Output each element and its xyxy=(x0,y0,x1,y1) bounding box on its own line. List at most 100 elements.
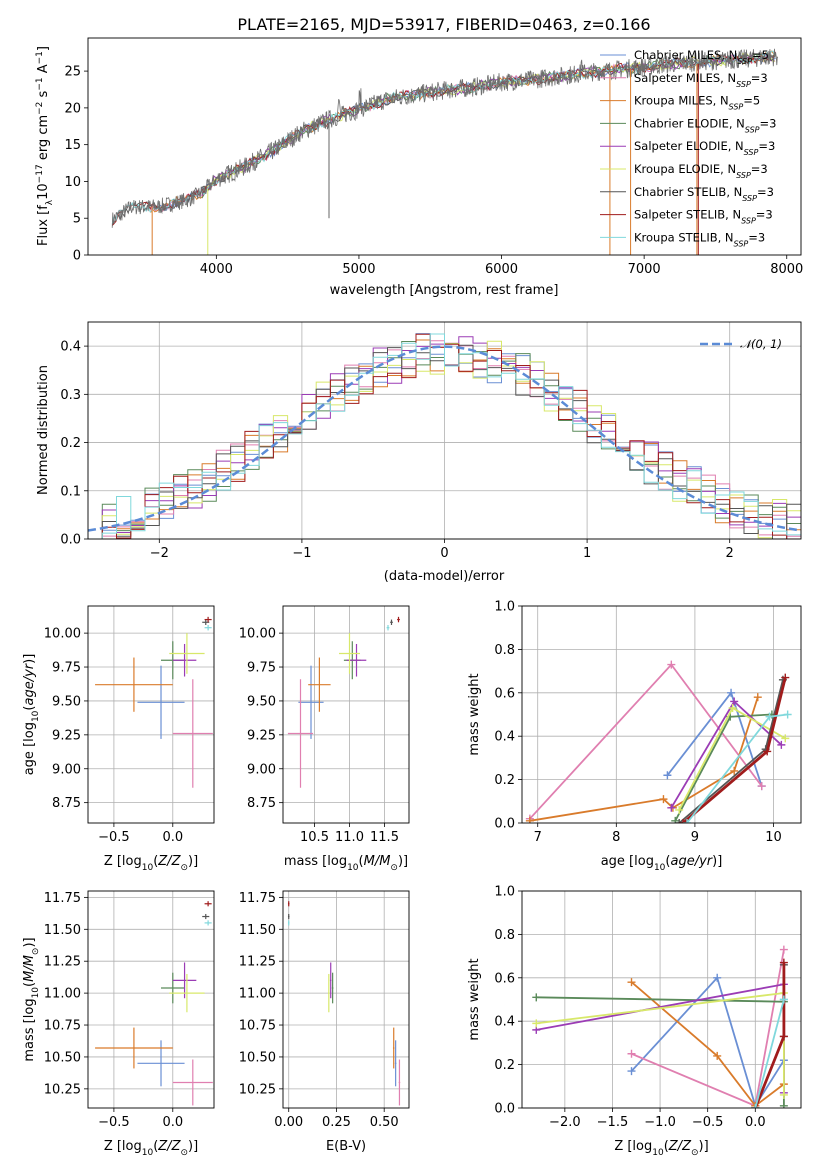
x-tick-label: 0.0 xyxy=(745,1115,766,1130)
y-tick-label: 0.3 xyxy=(60,388,81,403)
x-tick-label: −0.5 xyxy=(98,1115,130,1130)
x-tick-label: 7 xyxy=(534,830,542,845)
point-salpeter_miles xyxy=(287,679,314,788)
weight-line-kroupa_stelib xyxy=(751,995,788,1108)
x-tick-label: −1 xyxy=(292,546,311,561)
point-kroupa_stelib xyxy=(204,624,212,631)
point-chabrier_elodie xyxy=(331,972,334,1004)
axes-frame xyxy=(87,321,802,540)
x-tick-label: −2 xyxy=(150,546,169,561)
weight-marker xyxy=(781,673,790,682)
x-axis-label: Z [log10(Z/Z⊙)] xyxy=(104,1139,198,1158)
weight-marker xyxy=(779,995,788,1004)
x-tick-label: −1.5 xyxy=(597,1115,629,1130)
weight-marker xyxy=(667,660,676,669)
weight-line-salpeter_stelib xyxy=(751,958,788,1108)
point-kroupa_elodie xyxy=(328,973,330,1013)
weight-marker xyxy=(671,816,680,823)
weight-marker xyxy=(713,1051,722,1060)
plot-area xyxy=(111,48,779,255)
x-tick-label: 0.0 xyxy=(162,830,183,845)
point-salpeter_stelib xyxy=(287,901,290,907)
y-tick-label: 11.50 xyxy=(239,923,276,938)
y-tick-label: 9.75 xyxy=(52,661,81,676)
y-tick-label: 0.0 xyxy=(494,817,515,832)
plot-area xyxy=(88,333,801,539)
point-chabrier_miles xyxy=(394,1040,397,1087)
y-tick-label: 0.8 xyxy=(494,928,515,943)
plot-area xyxy=(287,616,400,788)
weight-marker xyxy=(532,1019,541,1028)
y-tick-label: 9.50 xyxy=(52,694,81,709)
axes-frame xyxy=(282,890,410,1109)
y-axis-label: Flux [fλ10−17 erg cm−2 s−1 A−1] xyxy=(35,46,55,246)
x-tick-label: 5000 xyxy=(342,262,375,277)
x-tick-label: 6000 xyxy=(485,262,518,277)
x-tick-label: 0 xyxy=(440,546,448,561)
weight-marker xyxy=(730,766,739,775)
weight-marker xyxy=(777,740,786,749)
figure-title: PLATE=2165, MJD=53917, FIBERID=0463, z=0… xyxy=(237,15,650,34)
y-tick-label: 0.0 xyxy=(494,1102,515,1117)
y-tick-label: 25 xyxy=(64,65,81,80)
y-tick-label: 0.0 xyxy=(60,533,81,548)
spectrum-panel: 4000 5000 6000 7000 8000 0 5 10 15 20 25 wavelength… xyxy=(35,37,803,298)
weight-marker xyxy=(757,782,766,791)
y-tick-label: 11.00 xyxy=(239,987,276,1002)
point-kroupa_miles xyxy=(95,1027,173,1069)
y-tick-label: 10.75 xyxy=(239,1019,276,1034)
y-tick-label: 0.6 xyxy=(494,971,515,986)
point-kroupa_elodie xyxy=(339,633,360,674)
x-tick-label: 11.0 xyxy=(335,830,364,845)
point-salpeter_elodie xyxy=(172,643,197,677)
y-tick-label: 10 xyxy=(64,175,81,190)
y-tick-label: 0.2 xyxy=(494,1058,515,1073)
weight-marker xyxy=(675,819,684,823)
weight-marker xyxy=(779,958,788,967)
y-tick-label: 10.00 xyxy=(239,627,276,642)
y-axis-label: mass weight xyxy=(467,958,482,1040)
axes-frame xyxy=(521,605,802,824)
y-tick-label: 8.75 xyxy=(247,796,276,811)
point-kroupa_stelib xyxy=(204,920,212,926)
x-tick-label: 2 xyxy=(726,546,734,561)
weight-marker xyxy=(779,1032,788,1041)
y-tick-label: 0.4 xyxy=(494,1015,515,1030)
x-axis-label: E(B-V) xyxy=(326,1139,366,1154)
point-salpeter_elodie xyxy=(172,962,197,999)
weight-marker xyxy=(713,973,722,982)
weight-marker xyxy=(779,1090,788,1099)
weight-marker xyxy=(765,712,774,721)
legend-entry-chabrier_miles: Chabrier MILES, NSSP=5 xyxy=(634,48,769,66)
x-tick-label: −0.5 xyxy=(692,1115,724,1130)
age-vs-metallicity-panel: −0.5 0.0 8.75 9.00 9.25 9.50 9.75 10.00 Z [log10… xyxy=(22,605,215,873)
weight-line-kroupa_stelib xyxy=(683,710,792,823)
y-tick-label: 1.0 xyxy=(494,885,515,900)
point-chabrier_elodie xyxy=(161,972,185,1004)
weight-marker xyxy=(532,993,541,1002)
legend-entry-kroupa_miles: Kroupa MILES, NSSP=5 xyxy=(634,94,760,112)
y-tick-label: 10.75 xyxy=(44,1019,81,1034)
point-kroupa_miles xyxy=(95,657,173,712)
y-tick-label: 11.25 xyxy=(239,955,276,970)
point-kroupa_elodie xyxy=(169,633,205,674)
observed-spectrum xyxy=(111,48,779,228)
x-tick-label: 10.5 xyxy=(300,830,329,845)
x-tick-label: 0.50 xyxy=(370,1115,399,1130)
axes-frame xyxy=(521,890,802,1109)
point-chabrier_stelib xyxy=(287,913,290,920)
x-tick-label: 1 xyxy=(583,546,591,561)
weight-marker xyxy=(730,697,739,706)
weight-vs-age-panel: 7 8 9 10 0.0 0.2 0.4 0.6 0.8 1.0 age [log10(age/yr… xyxy=(467,600,802,873)
weight-line-chabrier_miles xyxy=(663,688,766,791)
legend-entry-chabrier_elodie: Chabrier ELODIE, NSSP=3 xyxy=(634,116,776,133)
x-axis-label: (data-model)/error xyxy=(384,569,505,584)
weight-marker xyxy=(779,945,788,954)
y-tick-label: 11.25 xyxy=(44,955,81,970)
y-tick-label: 10.50 xyxy=(44,1050,81,1065)
legend-entry-kroupa_stelib: Kroupa STELIB, NSSP=3 xyxy=(634,230,765,248)
y-tick-label: 9.50 xyxy=(247,694,276,709)
axes-frame xyxy=(87,37,802,256)
y-tick-label: 1.0 xyxy=(494,600,515,615)
